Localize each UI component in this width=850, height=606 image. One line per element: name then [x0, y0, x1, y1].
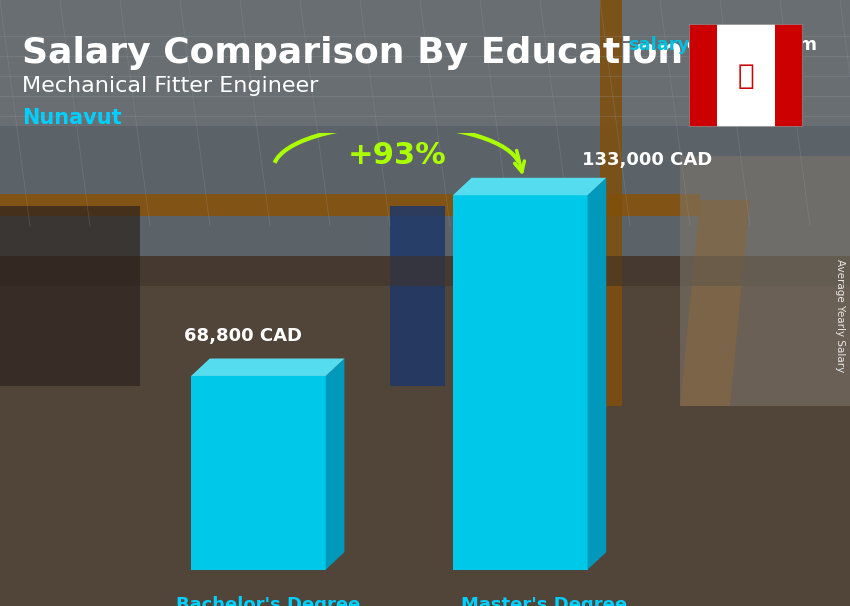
Text: Nunavut: Nunavut	[22, 108, 122, 128]
Text: explorer.com: explorer.com	[686, 36, 817, 54]
Polygon shape	[680, 200, 750, 406]
Bar	[717, 24, 774, 127]
Bar	[191, 376, 326, 570]
Text: Salary Comparison By Education: Salary Comparison By Education	[22, 36, 683, 70]
Text: Mechanical Fitter Engineer: Mechanical Fitter Engineer	[22, 76, 319, 96]
Bar	[680, 156, 850, 406]
Text: Master's Degree: Master's Degree	[462, 596, 627, 606]
Text: 🍁: 🍁	[738, 62, 754, 90]
Text: 68,800 CAD: 68,800 CAD	[184, 327, 303, 345]
Bar	[688, 24, 717, 127]
Text: 133,000 CAD: 133,000 CAD	[582, 151, 712, 169]
Polygon shape	[326, 359, 344, 570]
Polygon shape	[191, 359, 344, 376]
Polygon shape	[587, 178, 606, 570]
Text: +93%: +93%	[348, 141, 446, 170]
Bar	[0, 206, 140, 386]
Polygon shape	[453, 178, 606, 195]
Bar	[453, 195, 587, 570]
Bar	[0, 256, 850, 606]
Bar	[0, 256, 850, 286]
Bar	[455, 206, 495, 366]
Bar	[774, 24, 803, 127]
Text: Bachelor's Degree: Bachelor's Degree	[176, 596, 360, 606]
Text: salary: salary	[628, 36, 689, 54]
Bar	[0, 0, 850, 256]
Bar	[0, 0, 850, 126]
Bar	[600, 0, 622, 406]
Text: Average Yearly Salary: Average Yearly Salary	[835, 259, 845, 373]
Bar	[0, 194, 700, 216]
Bar	[390, 206, 445, 386]
